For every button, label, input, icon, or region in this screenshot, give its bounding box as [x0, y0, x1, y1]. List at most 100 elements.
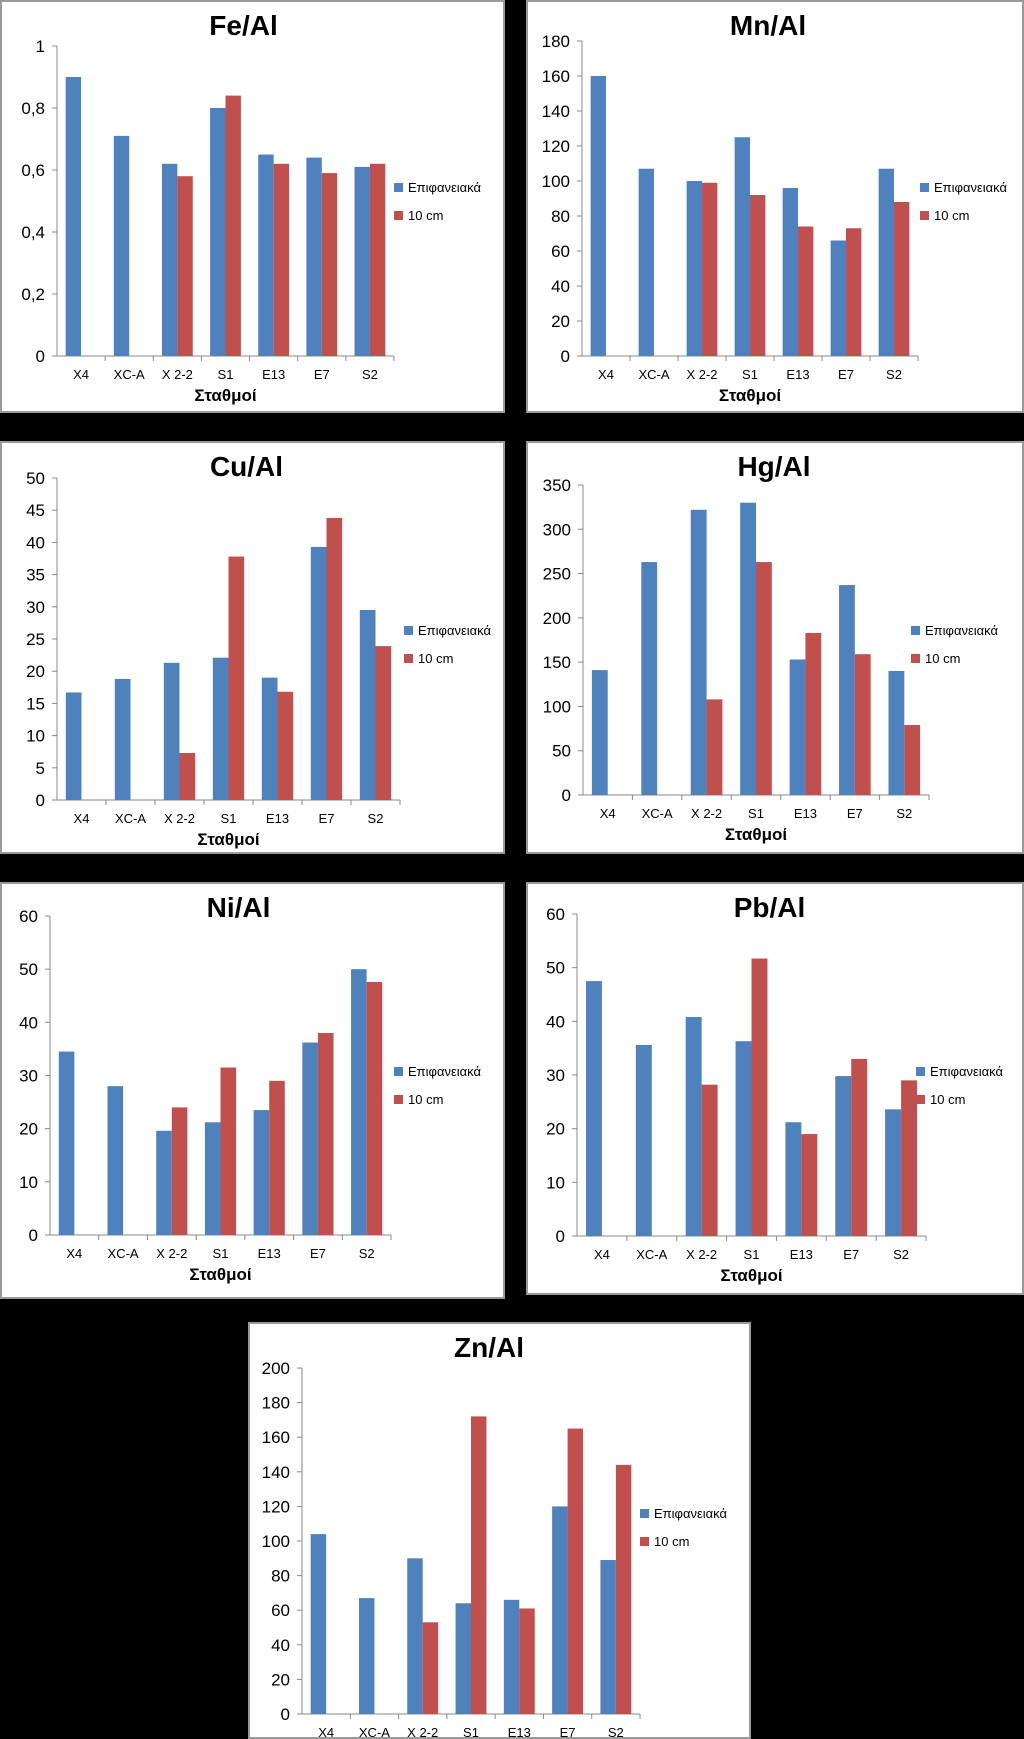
x-tick-label: XC-A [636, 1247, 667, 1262]
x-tick-label: E7 [847, 806, 863, 821]
chart-panel-fe-al: Fe/Al 0 0,2 0,4 0,6 0,8 1 X4 XC-A X 2-2 S1 E13 E7 S2 Σ… [0, 0, 505, 413]
bar-surface-x4 [590, 76, 606, 356]
y-tick-label: 0,2 [21, 285, 45, 304]
y-tick-label: 60 [271, 1601, 290, 1620]
bar-surface-s2 [359, 610, 376, 800]
x-tick-label: E7 [314, 367, 330, 382]
x-tick-label: S2 [896, 806, 912, 821]
x-axis-label: Σταθμοί [189, 1265, 251, 1284]
bar-10cm-s2 [366, 981, 383, 1235]
bar-10cm-e7 [321, 173, 338, 356]
chart-svg: Ni/Al 0 10 20 30 40 50 60 X4 XC-A X 2-2 S1 E13 E7 S2 Στ… [19, 892, 481, 1284]
bar-10cm-s1 [225, 95, 241, 356]
y-tick-label: 60 [551, 242, 570, 261]
bar-surface-x4 [58, 1051, 75, 1235]
x-tick-label: E7 [319, 811, 335, 826]
y-tick-label: 30 [19, 1067, 38, 1086]
x-tick-label: X 2-2 [164, 811, 195, 826]
y-tick-label: 40 [19, 1013, 38, 1032]
y-tick-label: 10 [546, 1173, 565, 1192]
legend-swatch [394, 211, 403, 220]
bar-10cm-e13 [519, 1608, 535, 1714]
x-tick-label: S2 [368, 811, 384, 826]
legend-swatch [920, 211, 929, 220]
legend-swatch [916, 1067, 925, 1076]
bar-10cm-s2 [615, 1464, 632, 1714]
bar-10cm-x2-2 [171, 1107, 188, 1235]
chart-title: Fe/Al [209, 10, 277, 41]
y-tick-label: 20 [551, 312, 570, 331]
legend-label: 10 cm [934, 208, 969, 223]
y-tick-label: 0,4 [21, 223, 45, 242]
bar-surface-e13 [503, 1599, 520, 1714]
chart-svg: Mn/Al 0 20 40 60 80 100 120 140 160 180 X4 XC-A X 2-2… [542, 10, 1008, 405]
chart-panel-hg-al: Hg/Al 0 50 100 150 200 250 300 350 X4 XC-A X 2-2 S1 E… [526, 441, 1024, 854]
x-tick-label: X 2-2 [691, 806, 722, 821]
chart-title: Cu/Al [210, 451, 283, 482]
y-tick-label: 45 [26, 501, 45, 520]
bar-10cm-s1 [750, 195, 766, 356]
bar-surface-x4 [310, 1534, 327, 1714]
bar-10cm-e13 [798, 226, 814, 356]
y-tick-label: 140 [262, 1463, 290, 1482]
bar-surface-s2 [888, 671, 905, 795]
y-tick-label: 180 [262, 1394, 290, 1413]
legend-label: 10 cm [930, 1092, 965, 1107]
x-tick-label: S1 [463, 1725, 479, 1737]
y-tick-label: 80 [271, 1567, 290, 1586]
y-tick-label: 0 [36, 347, 45, 366]
chart-title: Zn/Al [454, 1332, 524, 1363]
bar-surface-s2 [600, 1560, 616, 1714]
bar-10cm-e7 [326, 517, 343, 800]
x-tick-label: S1 [213, 1246, 229, 1261]
y-tick-label: 50 [19, 960, 38, 979]
bar-10cm-e13 [277, 691, 294, 800]
x-tick-label: E13 [258, 1246, 281, 1261]
x-tick-label: E7 [838, 367, 854, 382]
bar-surface-xc-a [641, 562, 658, 795]
x-tick-label: X4 [594, 1247, 610, 1262]
x-tick-label: S1 [748, 806, 764, 821]
y-tick-label: 0 [556, 1227, 565, 1246]
bar-surface-xc-a [635, 1044, 652, 1236]
y-tick-label: 20 [546, 1120, 565, 1139]
y-tick-label: 160 [262, 1428, 290, 1447]
x-tick-label: XC-A [359, 1725, 390, 1737]
bar-10cm-s2 [894, 202, 910, 356]
bar-surface-s2 [351, 969, 367, 1235]
bar-surface-e7 [830, 240, 846, 356]
bar-10cm-x2-2 [701, 1084, 718, 1236]
y-tick-label: 300 [543, 520, 571, 539]
legend-swatch [640, 1509, 649, 1518]
bar-surface-e13 [789, 659, 806, 795]
y-tick-label: 15 [26, 694, 45, 713]
legend-label: 10 cm [925, 651, 960, 666]
y-tick-label: 50 [26, 469, 45, 488]
x-tick-label: X 2-2 [156, 1246, 187, 1261]
x-tick-label: S2 [362, 367, 378, 382]
y-tick-label: 350 [543, 476, 571, 495]
legend-swatch [640, 1537, 649, 1546]
y-tick-label: 20 [271, 1670, 290, 1689]
bar-10cm-s1 [228, 556, 245, 800]
bar-surface-e7 [835, 1076, 852, 1236]
x-tick-label: E7 [843, 1247, 859, 1262]
x-tick-label: E13 [508, 1725, 531, 1737]
y-tick-label: 150 [543, 653, 571, 672]
y-tick-label: 40 [271, 1636, 290, 1655]
y-tick-label: 30 [26, 598, 45, 617]
x-tick-label: XC-A [642, 806, 673, 821]
bar-10cm-x2-2 [422, 1622, 439, 1714]
bar-10cm-x2-2 [177, 176, 193, 356]
legend-swatch [404, 626, 413, 635]
bar-10cm-s2 [901, 1080, 918, 1236]
x-axis-label: Σταθμοί [197, 830, 259, 849]
y-tick-label: 100 [543, 697, 571, 716]
y-tick-label: 120 [262, 1497, 290, 1516]
y-tick-label: 0 [562, 786, 571, 805]
bar-10cm-e7 [317, 1032, 334, 1235]
x-tick-label: E13 [794, 806, 817, 821]
legend-label: 10 cm [418, 651, 453, 666]
y-tick-label: 200 [543, 609, 571, 628]
chart-panel-cu-al: Cu/Al 0 5 10 15 20 25 30 35 40 45 50 X4 XC-A X 2-2 S1 E1… [0, 441, 505, 854]
